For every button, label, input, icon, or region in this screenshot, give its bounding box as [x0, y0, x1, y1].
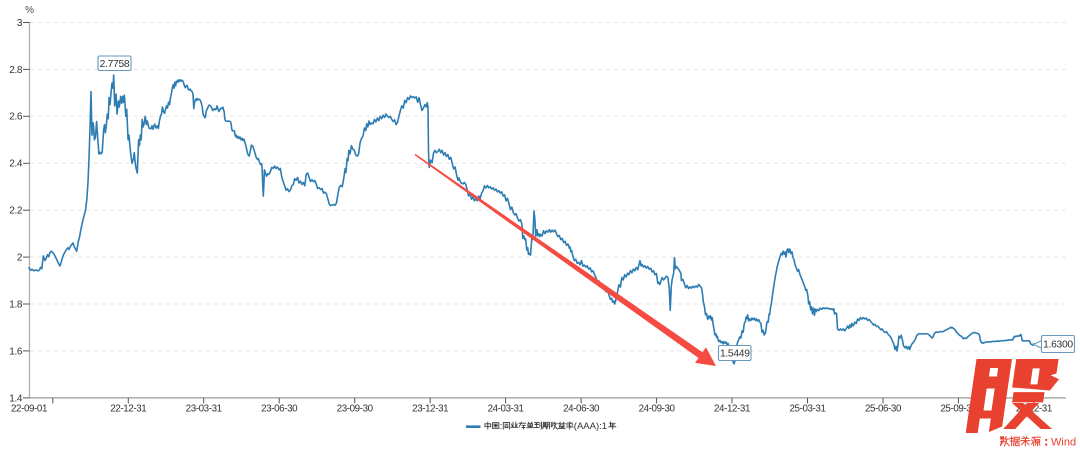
svg-text:(AAA):1: (AAA):1 — [574, 421, 607, 432]
svg-text::: : — [500, 421, 503, 432]
svg-text:2.7758: 2.7758 — [100, 59, 130, 70]
svg-text:2.2: 2.2 — [9, 206, 23, 217]
svg-text:23-06-30: 23-06-30 — [261, 404, 298, 415]
svg-text:2: 2 — [17, 253, 23, 264]
svg-text:Wind: Wind — [1051, 436, 1076, 448]
svg-text:25-03-31: 25-03-31 — [789, 404, 825, 415]
svg-text:25-12-31: 25-12-31 — [1016, 404, 1052, 415]
svg-text:24-06-30: 24-06-30 — [563, 404, 600, 415]
svg-text:24-09-30: 24-09-30 — [639, 404, 676, 415]
svg-text:1.4: 1.4 — [9, 393, 23, 404]
svg-text:3: 3 — [17, 18, 23, 29]
svg-text:25-06-30: 25-06-30 — [865, 404, 902, 415]
svg-text:%: % — [25, 5, 34, 16]
svg-text:25-09-30: 25-09-30 — [940, 404, 977, 415]
svg-text:2.8: 2.8 — [9, 65, 23, 76]
svg-text:23-09-30: 23-09-30 — [337, 404, 374, 415]
svg-text:22-09-01: 22-09-01 — [11, 404, 47, 415]
svg-text:1.6300: 1.6300 — [1043, 340, 1073, 351]
svg-text:1.6: 1.6 — [9, 346, 23, 357]
svg-text:23-03-31: 23-03-31 — [186, 404, 222, 415]
svg-text:23-12-31: 23-12-31 — [412, 404, 448, 415]
svg-text:24-12-31: 24-12-31 — [714, 404, 750, 415]
svg-text:22-12-31: 22-12-31 — [110, 404, 146, 415]
svg-text:24-03-31: 24-03-31 — [488, 404, 524, 415]
svg-text:1.8: 1.8 — [9, 299, 23, 310]
svg-text:2.6: 2.6 — [9, 112, 23, 123]
svg-text:1.5449: 1.5449 — [720, 349, 750, 360]
svg-text:2.4: 2.4 — [9, 159, 23, 170]
